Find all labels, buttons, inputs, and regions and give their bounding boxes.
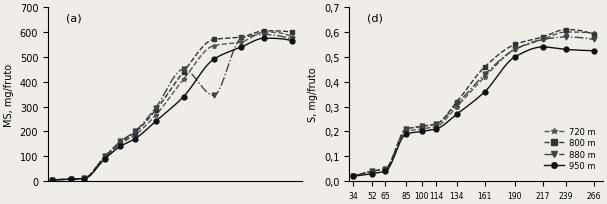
- Text: (a): (a): [66, 13, 81, 23]
- Legend: 720 m, 800 m, 880 m, 950 m: 720 m, 800 m, 880 m, 950 m: [540, 124, 599, 174]
- Text: (d): (d): [367, 13, 383, 23]
- Y-axis label: MS, mg/fruto: MS, mg/fruto: [4, 63, 14, 126]
- Y-axis label: S, mg/fruto: S, mg/fruto: [308, 68, 319, 122]
